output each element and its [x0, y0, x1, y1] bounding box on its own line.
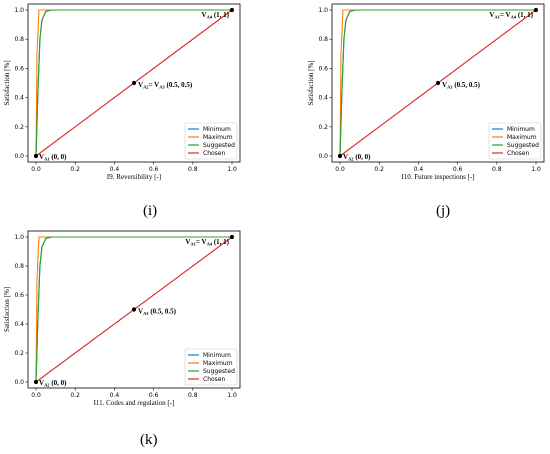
y-tick-label: 0.4	[14, 95, 24, 102]
x-tick-label: 0.0	[31, 392, 41, 399]
y-tick-label: 0.6	[318, 65, 328, 72]
x-tick-label: 0.8	[492, 166, 502, 173]
marker-point	[337, 153, 343, 159]
marker-point	[33, 379, 39, 385]
legend-entry: Chosen	[203, 376, 225, 383]
x-tick-label: 1.0	[531, 166, 541, 173]
panel-label-i: (i)	[143, 203, 158, 219]
point-annotation: VA3 (0.5, 0.5)	[138, 308, 177, 317]
x-tick-label: 0.8	[188, 166, 198, 173]
panel-label-k: (k)	[140, 432, 158, 448]
x-axis-label: I10. Future inspections [-]	[401, 173, 474, 181]
y-tick-label: 1.0	[318, 7, 328, 14]
marker-point	[533, 7, 539, 13]
x-tick-label: 0.6	[149, 392, 159, 399]
x-tick-label: 0.6	[149, 166, 159, 173]
legend-entry: Maximum	[507, 134, 537, 141]
legend-entry: Chosen	[203, 150, 225, 157]
point-annotation: VA1 (0, 0)	[39, 153, 67, 162]
series-line-suggested	[35, 9, 232, 157]
chart-panel-0: 0.0 0.2 0.4 0.6 0.8 1.0 0.0 0.2 0.4 0.6 0.8 1.0 I9. …	[3, 3, 241, 181]
y-tick-label: 0.2	[14, 350, 24, 357]
marker-point	[131, 307, 137, 312]
x-tick-label: 0.6	[453, 166, 463, 173]
marker-point	[33, 153, 39, 159]
y-tick-label: 0.4	[318, 95, 328, 102]
y-tick-label: 0.8	[318, 36, 328, 43]
x-tick-label: 0.4	[414, 166, 424, 173]
y-tick-label: 0.0	[14, 153, 24, 160]
point-annotation: VA2 (0, 0)	[39, 379, 67, 388]
series-line-suggested	[339, 9, 536, 157]
y-tick-label: 0.0	[318, 153, 328, 160]
marker-point	[229, 7, 235, 13]
legend-entry: Minimum	[507, 126, 535, 133]
marker-point	[131, 80, 137, 86]
series-line-suggested	[35, 236, 232, 383]
x-tick-label: 1.0	[227, 166, 237, 173]
x-tick-label: 0.8	[188, 392, 198, 399]
y-axis-label: Satisfaction [%]	[3, 60, 11, 105]
legend-entry: Minimum	[203, 126, 231, 133]
legend-entry: Suggested	[507, 142, 539, 149]
x-tick-label: 0.2	[374, 166, 384, 173]
x-tick-label: 0.4	[110, 166, 120, 173]
legend-box	[488, 122, 542, 160]
y-tick-label: 0.2	[14, 124, 24, 131]
legend-entry: Suggested	[203, 142, 235, 149]
point-annotation: VA3 (0.5, 0.5)	[442, 81, 481, 90]
legend-entry: Suggested	[203, 368, 235, 375]
x-tick-label: 1.0	[227, 392, 237, 399]
y-tick-label: 0.4	[14, 321, 24, 328]
point-annotation: VA2= VA3 (0.5, 0.5)	[138, 81, 193, 90]
legend-entry: Minimum	[203, 352, 231, 359]
point-annotation: VA2 (0, 0)	[343, 153, 371, 162]
y-tick-label: 0.8	[14, 36, 24, 43]
y-tick-label: 0.6	[14, 292, 24, 299]
x-tick-label: 0.2	[70, 166, 80, 173]
x-tick-label: 0.0	[335, 166, 345, 173]
legend-box	[184, 348, 238, 386]
y-tick-label: 0.0	[14, 379, 24, 386]
marker-point	[435, 80, 441, 86]
chart-panel-2: 0.0 0.2 0.4 0.6 0.8 1.0 0.0 0.2 0.4 0.6 0.8 1.0 I11.…	[3, 230, 241, 407]
y-tick-label: 0.8	[14, 263, 24, 270]
x-axis-label: I11. Codes and regulation [-]	[94, 399, 175, 407]
y-axis-label: Satisfaction [%]	[307, 60, 315, 105]
point-annotation: VA1= VA4 (1, 1)	[489, 11, 533, 20]
point-annotation: VA4 (1, 1)	[202, 11, 230, 20]
y-axis-label: Satisfaction [%]	[3, 287, 11, 332]
point-annotation: VA1= VA4 (1, 1)	[185, 238, 229, 247]
legend-entry: Chosen	[507, 150, 529, 157]
legend-box	[184, 122, 238, 160]
y-tick-label: 1.0	[14, 7, 24, 14]
y-tick-label: 1.0	[14, 234, 24, 241]
chart-panel-1: 0.0 0.2 0.4 0.6 0.8 1.0 0.0 0.2 0.4 0.6 0.8 1.0 I10.…	[307, 3, 545, 181]
legend-entry: Maximum	[203, 134, 233, 141]
legend-entry: Maximum	[203, 360, 233, 367]
x-tick-label: 0.4	[110, 392, 120, 399]
x-tick-label: 0.0	[31, 166, 41, 173]
panel-label-j: (j)	[436, 203, 451, 219]
x-tick-label: 0.2	[70, 392, 80, 399]
marker-point	[229, 234, 235, 240]
x-axis-label: I9. Reversibility [-]	[107, 173, 161, 181]
y-tick-label: 0.6	[14, 65, 24, 72]
y-tick-label: 0.2	[318, 124, 328, 131]
